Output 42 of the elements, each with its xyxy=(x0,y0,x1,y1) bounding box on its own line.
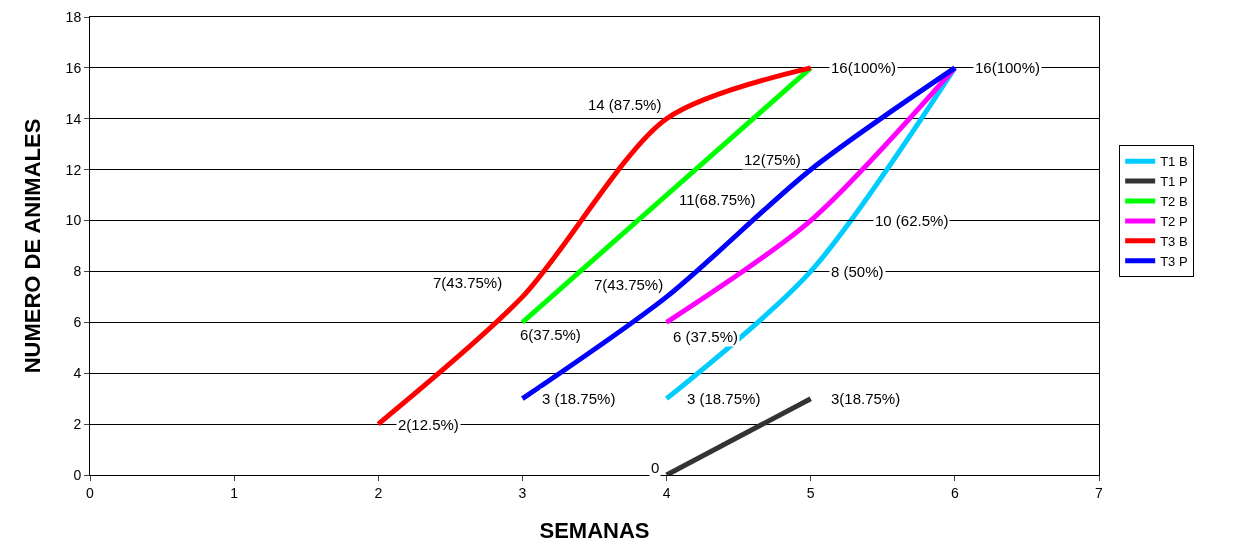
x-axis-title: SEMANAS xyxy=(539,517,650,543)
y-axis-title: NUMERO DE ANIMALES xyxy=(20,118,46,374)
annotation: 14 (87.5%) xyxy=(588,96,662,113)
annotation: 7(43.75%) xyxy=(594,276,664,293)
y-tick-label: 12 xyxy=(65,161,82,178)
y-tick-label: 8 xyxy=(73,263,82,280)
x-tick-label: 5 xyxy=(806,484,815,501)
x-tick-label: 3 xyxy=(518,484,527,501)
y-tick-label: 18 xyxy=(65,8,82,25)
annotation: 3(18.75%) xyxy=(831,390,901,407)
annotation: 12(75%) xyxy=(744,151,801,168)
y-tick-label: 2 xyxy=(73,416,82,433)
legend-label: T1 P xyxy=(1160,174,1188,190)
legend-label: T3 P xyxy=(1160,253,1188,269)
x-tick-label: 4 xyxy=(662,484,671,501)
annotation: 10 (62.5%) xyxy=(875,212,949,229)
legend-label: T2 B xyxy=(1160,194,1188,210)
x-tick-label: 7 xyxy=(1095,484,1104,501)
annotation: 6 (37.5%) xyxy=(673,328,739,345)
y-tick-label: 4 xyxy=(73,365,82,382)
annotation: 0 xyxy=(651,459,660,476)
annotation: 16(100%) xyxy=(831,59,897,76)
annotation: 8 (50%) xyxy=(831,263,884,280)
y-tick-label: 10 xyxy=(65,212,82,229)
annotation: 3 (18.75%) xyxy=(687,390,761,407)
y-tick-label: 14 xyxy=(65,110,82,127)
x-tick-label: 0 xyxy=(86,484,95,501)
legend-label: T2 P xyxy=(1160,213,1188,229)
legend-label: T1 B xyxy=(1160,154,1188,170)
legend-label: T3 B xyxy=(1160,233,1188,249)
y-tick-label: 6 xyxy=(73,314,82,331)
annotation: 3 (18.75%) xyxy=(542,390,616,407)
x-tick-label: 6 xyxy=(950,484,959,501)
y-tick-label: 0 xyxy=(73,466,82,483)
x-tick-label: 2 xyxy=(374,484,383,501)
y-tick-label: 16 xyxy=(65,59,82,76)
x-tick-label: 1 xyxy=(230,484,239,501)
annotation: 2(12.5%) xyxy=(398,416,459,433)
annotation: 16(100%) xyxy=(975,59,1041,76)
annotation: 6(37.5%) xyxy=(520,326,581,343)
annotation: 11(68.75%) xyxy=(679,191,756,208)
annotation: 7(43.75%) xyxy=(433,274,503,291)
